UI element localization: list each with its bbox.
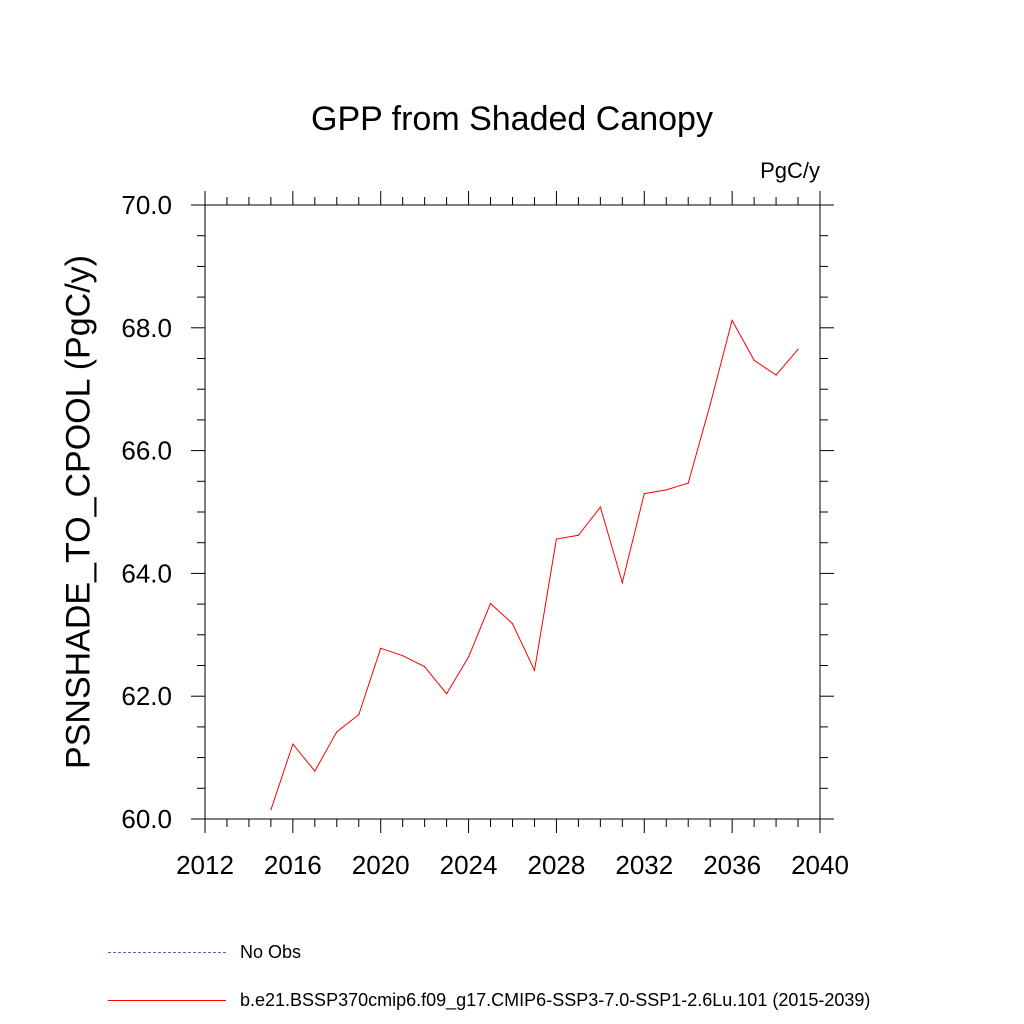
legend-swatch-dashed: [108, 951, 226, 953]
data-point: [424, 666, 426, 668]
data-point: [467, 656, 470, 658]
data-point: [358, 714, 360, 716]
data-point: [270, 809, 272, 811]
legend-swatch-solid: [108, 999, 226, 1001]
data-point: [533, 669, 536, 672]
x-tick-label: 2012: [176, 850, 234, 880]
legend-item-model-run: b.e21.BSSP370cmip6.f09_g17.CMIP6-SSP3-7.…: [108, 988, 870, 1012]
data-point: [643, 492, 645, 495]
data-point: [446, 693, 448, 695]
y-tick-label: 62.0: [121, 681, 172, 711]
units-label: PgC/y: [760, 158, 820, 183]
data-point: [402, 655, 404, 657]
y-tick-label: 68.0: [121, 313, 172, 343]
y-tick-label: 70.0: [121, 190, 172, 220]
data-point: [731, 319, 733, 322]
data-point: [665, 489, 667, 491]
x-tick-label: 2020: [352, 850, 410, 880]
data-point: [555, 538, 558, 540]
data-point: [511, 623, 514, 625]
data-point: [709, 403, 711, 406]
y-tick-label: 60.0: [121, 804, 172, 834]
axes: 2012 2016 2020 2024 2028 2032 2036 2040 60.0 62.0…: [121, 190, 849, 880]
data-point: [797, 348, 799, 350]
data-point: [599, 506, 601, 508]
x-tick-label: 2036: [703, 850, 761, 880]
series-line: [270, 319, 799, 810]
legend-item-no-obs: No Obs: [108, 940, 301, 964]
x-tick-label: 2016: [264, 850, 322, 880]
data-point: [775, 374, 777, 376]
x-tick-label: 2028: [528, 850, 586, 880]
plot-frame: [204, 204, 821, 820]
data-point: [314, 770, 316, 772]
data-point: [687, 482, 689, 484]
legend-label: b.e21.BSSP370cmip6.f09_g17.CMIP6-SSP3-7.…: [240, 989, 871, 1010]
legend-label: No Obs: [240, 941, 302, 962]
data-point: [753, 359, 755, 361]
y-tick-label: 66.0: [121, 436, 172, 466]
x-tick-label: 2024: [440, 850, 498, 880]
data-point: [380, 647, 382, 649]
data-point: [621, 582, 623, 584]
data-point: [336, 731, 338, 733]
data-point: [489, 602, 492, 605]
x-tick-label: 2040: [791, 850, 849, 880]
chart-title: GPP from Shaded Canopy: [311, 100, 713, 138]
x-tick-label: 2032: [615, 850, 673, 880]
data-point: [292, 743, 294, 745]
series-layer: [270, 319, 799, 811]
y-tick-label: 64.0: [121, 558, 172, 588]
data-point: [577, 534, 579, 536]
